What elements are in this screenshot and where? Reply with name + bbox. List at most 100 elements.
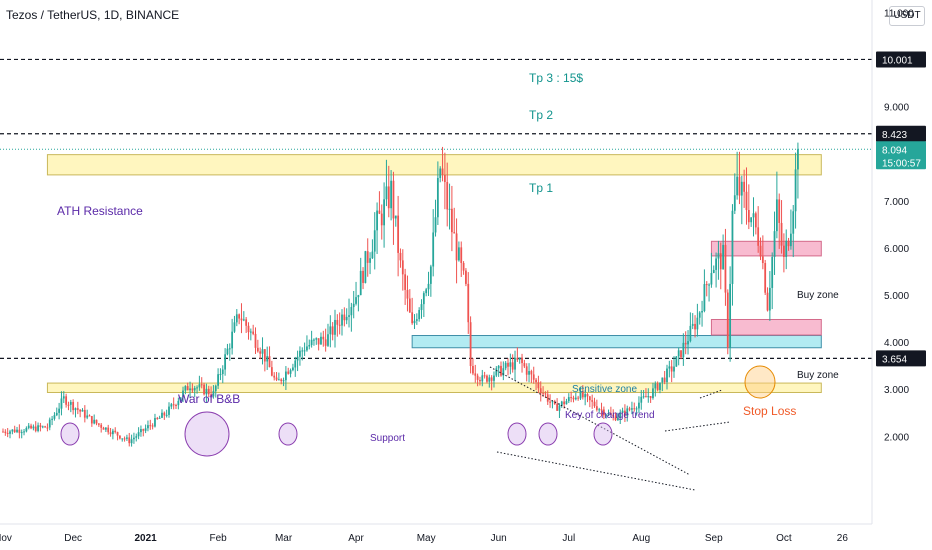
candle-body <box>336 319 339 325</box>
y-tick-label: 7.000 <box>884 197 909 208</box>
candle-body <box>6 432 9 434</box>
candle-body <box>500 365 502 376</box>
candle-body <box>677 350 680 357</box>
highlight-circle[interactable] <box>538 422 558 446</box>
candle-body <box>425 289 428 294</box>
candle-body <box>775 199 778 232</box>
candle-body <box>69 401 72 405</box>
highlight-circle[interactable] <box>278 422 298 446</box>
candle-body <box>121 438 124 440</box>
candle-body <box>210 394 212 397</box>
zone-ath-resistance-0[interactable] <box>46 154 822 176</box>
candle-body <box>680 350 682 358</box>
candle-body <box>694 323 696 330</box>
highlight-circle[interactable] <box>184 411 230 457</box>
candle-body <box>427 283 430 290</box>
trendline[interactable] <box>489 366 691 476</box>
trendline[interactable] <box>699 389 723 399</box>
candle-body <box>385 186 388 200</box>
tp2-label: Tp 2 <box>529 108 553 122</box>
candle-body <box>107 427 110 433</box>
candle-body <box>355 297 357 304</box>
candle-body <box>415 319 418 321</box>
highlight-circle[interactable] <box>60 422 80 446</box>
zone-sensitive-zone-2[interactable] <box>411 335 822 349</box>
candle-body <box>404 274 407 290</box>
buy-zone-upper-label: Buy zone <box>797 290 839 301</box>
candle-body <box>111 430 114 435</box>
candle-body <box>203 384 205 395</box>
candle-body <box>663 377 666 383</box>
candle-body <box>628 408 631 410</box>
candle-body <box>460 247 463 264</box>
candle-body <box>263 349 266 362</box>
candle-body <box>317 338 320 345</box>
x-tick-label: Jul <box>562 533 575 544</box>
candle-body <box>233 322 236 332</box>
candle-body <box>595 406 598 410</box>
candle-body <box>495 368 498 376</box>
candle-body <box>787 240 790 247</box>
zone-buy-zone-3[interactable] <box>710 240 822 257</box>
candle-body <box>581 391 584 398</box>
candle-body <box>86 415 89 418</box>
trendline[interactable] <box>496 451 696 491</box>
highlight-circle[interactable] <box>593 422 613 446</box>
stop-loss-circle[interactable] <box>744 365 776 399</box>
candle-body <box>123 438 126 440</box>
candle-body <box>97 423 100 425</box>
highlight-circle[interactable] <box>507 422 527 446</box>
candle-body <box>292 367 294 371</box>
candle-body <box>612 414 615 417</box>
zone-buy-zone-4[interactable] <box>710 318 822 336</box>
candle-body <box>81 409 84 412</box>
candle-body <box>387 186 390 209</box>
candle-body <box>32 426 35 429</box>
candle-body <box>738 176 741 196</box>
candle-body <box>647 396 650 398</box>
candle-body <box>313 339 315 341</box>
candle-body <box>733 195 736 211</box>
candle-body <box>334 319 336 335</box>
candle-body <box>175 404 177 406</box>
candle-body <box>357 295 360 298</box>
candle-body <box>266 356 269 362</box>
candle-body <box>373 230 376 252</box>
candle-body <box>58 408 61 413</box>
candle-body <box>327 334 329 346</box>
candle-body <box>572 397 575 400</box>
candle-body <box>588 396 591 401</box>
candle-body <box>161 412 163 418</box>
candle-body <box>698 312 701 318</box>
candle-body <box>245 319 248 326</box>
y-tick-label: 5.000 <box>884 291 909 302</box>
currency-button[interactable]: USDT <box>889 6 925 26</box>
candle-body <box>556 404 559 411</box>
tp1-label: Tp 1 <box>529 181 553 195</box>
candle-body <box>172 404 175 406</box>
candle-body <box>649 396 652 399</box>
candle-body <box>256 347 259 352</box>
candle-body <box>163 412 166 416</box>
candle-body <box>759 245 762 257</box>
candle-body <box>453 232 456 234</box>
zone-support-1[interactable] <box>46 382 822 393</box>
candle-body <box>182 390 184 398</box>
trendline[interactable] <box>664 421 731 432</box>
candle-body <box>764 263 767 293</box>
candle-body <box>455 233 458 261</box>
annotations-layer: Tp 3 : 15$ Tp 2 Tp 1 ATH Resistance Support S… <box>57 71 839 444</box>
candle-body <box>348 315 350 317</box>
candle-body <box>642 396 645 398</box>
candle-body <box>479 379 481 382</box>
candle-body <box>289 370 292 374</box>
candle-body <box>144 428 147 431</box>
candle-body <box>224 354 227 370</box>
candle-body <box>53 415 56 419</box>
y-tick-label: 3.000 <box>884 385 909 396</box>
candle-body <box>626 408 629 416</box>
candle-body <box>270 367 273 376</box>
candle-body <box>458 247 460 261</box>
price-tag-8.423 <box>876 125 926 142</box>
